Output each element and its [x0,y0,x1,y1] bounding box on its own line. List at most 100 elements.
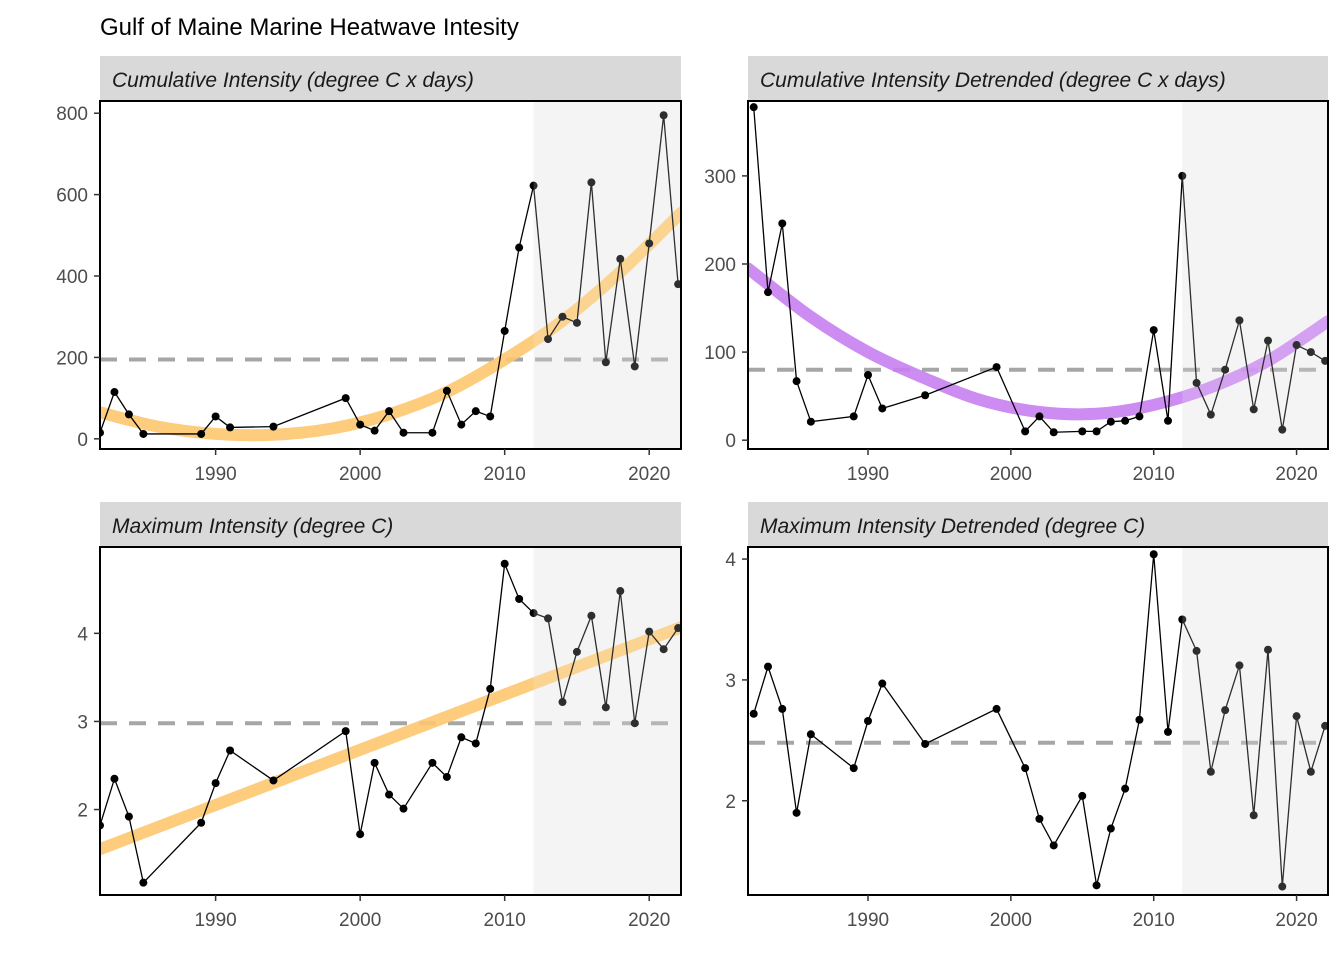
data-point [601,358,610,367]
data-point [139,878,148,887]
data-point [778,704,787,713]
data-point [1164,416,1172,425]
data-point [399,428,408,437]
data-point [659,645,668,654]
x-tick-label: 2010 [1133,910,1175,931]
data-point [269,776,278,785]
data-point [878,404,887,413]
data-point [1035,412,1044,421]
data-point [1149,550,1158,559]
data-point [1149,326,1158,335]
data-point [515,243,524,252]
data-point [124,410,133,419]
data-point [921,739,930,748]
panel-4: Maximum Intensity Detrended (degree C) 2 3… [725,502,1329,931]
recent-period-overlay [1182,547,1328,895]
data-point [645,239,654,248]
data-point [587,611,596,620]
x-tick-label: 2020 [1275,464,1317,485]
y-tick-label: 2 [725,792,736,813]
data-point [428,758,437,767]
data-point [878,679,887,688]
y-tick-label: 2 [77,801,88,822]
data-point [486,412,495,421]
data-point [601,703,610,712]
data-point [992,704,1001,713]
data-point [864,370,872,379]
data-point [1049,428,1058,437]
data-point [1121,416,1130,425]
data-point [674,624,681,633]
y-tick-label: 3 [725,671,736,692]
data-point [1121,784,1130,793]
data-point [1306,348,1315,357]
data-point [500,559,509,568]
data-point [1235,316,1244,325]
data-point [341,727,350,736]
data-point [471,739,480,748]
x-tick-label: 2020 [1275,910,1317,931]
data-point [659,111,668,120]
data-point [385,790,394,799]
data-point [1178,171,1187,180]
data-point [792,377,801,386]
y-tick-label: 4 [725,550,736,571]
data-point [572,318,581,327]
recent-period-shading [1182,547,1328,895]
data-point [370,426,379,435]
data-point [211,412,220,421]
data-point [356,420,365,429]
y-tick-label: 100 [704,343,736,364]
data-point [864,717,872,725]
x-tick-label: 2010 [484,910,526,931]
strip-header [100,56,681,101]
strip-header [748,56,1328,101]
data-point [1249,405,1258,414]
x-tick-label: 2020 [628,910,670,931]
data-point [428,428,437,437]
data-point [442,386,451,395]
data-point [1092,427,1101,436]
data-point [1135,715,1144,724]
x-tick-label: 1990 [194,910,236,931]
data-point [992,363,1001,372]
data-point [778,219,787,228]
data-point [645,627,654,636]
data-point [457,733,466,742]
data-point [197,818,206,827]
data-point [1164,727,1172,736]
data-point [1206,767,1215,776]
y-tick-label: 300 [704,167,736,188]
strip-label: Cumulative Intensity Detrended (degree C… [760,69,1226,92]
data-point [1306,767,1315,776]
y-tick-label: 200 [704,255,736,276]
chart-title: Gulf of Maine Marine Heatwave Intesity [100,14,519,41]
data-point [1321,721,1328,730]
data-point [1135,412,1144,421]
panel-1: Cumulative Intensity (degree C x days) 0 2… [56,56,682,485]
data-point [792,808,801,817]
data-point [1192,646,1201,655]
data-point [385,407,394,416]
data-point [1178,615,1187,624]
data-point [124,812,133,821]
x-tick-label: 2010 [484,464,526,485]
data-point [110,388,119,397]
data-point [616,587,625,596]
y-tick-label: 200 [56,348,88,369]
data-point [849,764,858,773]
data-point [921,391,930,400]
strip-header [100,502,681,547]
data-point [211,779,220,788]
recent-period-shading [533,547,681,895]
data-point [1292,341,1301,350]
data-point [1235,661,1244,670]
x-tick-label: 2000 [990,464,1032,485]
data-point [1221,706,1230,715]
data-point [457,420,466,429]
data-layer [100,101,681,449]
panel-border [747,100,1329,450]
y-tick-label: 0 [725,431,736,452]
data-point [1206,410,1215,419]
data-layer [748,101,1328,449]
